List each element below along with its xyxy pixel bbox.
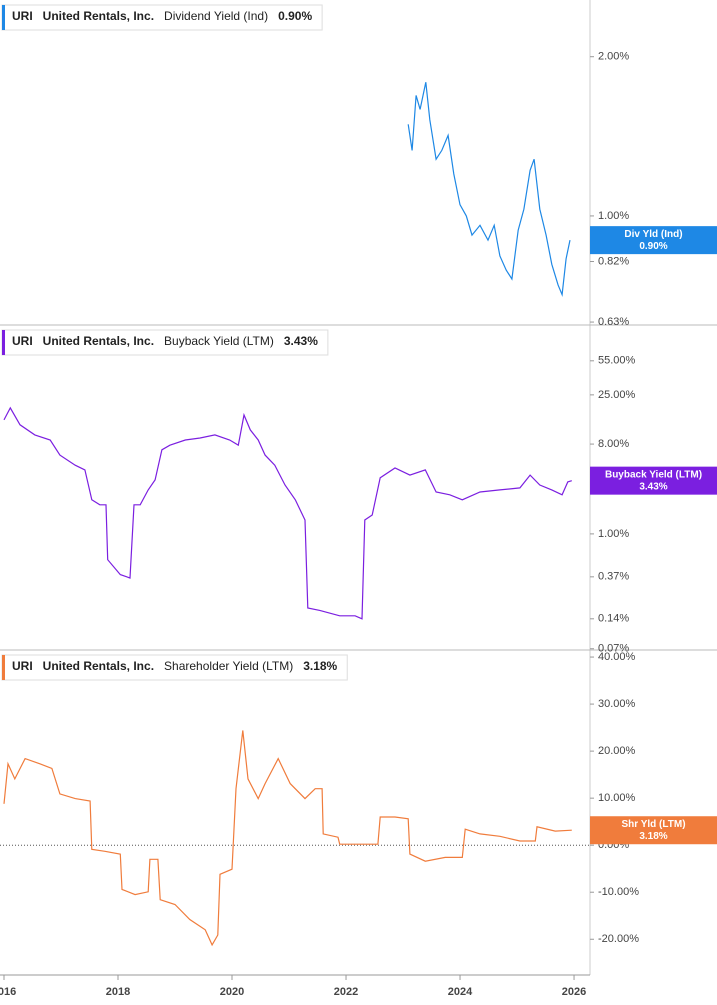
tag-label: Shr Yld (LTM) (621, 819, 685, 830)
legend-series-name: Dividend Yield (Ind) (164, 9, 268, 23)
y-tick-label: 0.07% (598, 643, 629, 655)
x-tick-label: 2026 (562, 986, 586, 998)
last-value-tag (590, 226, 717, 255)
tag-value: 3.43% (639, 481, 667, 492)
company: United Rentals, Inc. (43, 334, 154, 348)
tag-value: 0.90% (639, 241, 667, 252)
tag-label: Div Yld (Ind) (624, 229, 682, 240)
legend-box (1, 329, 329, 356)
y-tick-label: 8.00% (598, 438, 629, 450)
y-tick-label: 0.14% (598, 613, 629, 625)
legend-value: 0.90% (278, 9, 312, 23)
ticker: URI (12, 334, 33, 348)
legend-value: 3.43% (284, 334, 318, 348)
y-tick-label: 20.00% (598, 745, 636, 757)
last-value-tag (590, 466, 717, 495)
legend-series-name: Buyback Yield (LTM) (164, 334, 274, 348)
y-tick-label: 30.00% (598, 698, 636, 710)
legend-value: 3.18% (303, 659, 337, 673)
y-tick-label: 1.00% (598, 210, 629, 222)
series-line (407, 82, 571, 297)
y-tick-label: -20.00% (598, 933, 639, 945)
legend-color (2, 5, 5, 30)
company: United Rentals, Inc. (43, 659, 154, 673)
y-tick-label: 55.00% (598, 355, 636, 367)
tag-value: 3.18% (639, 831, 667, 842)
ticker: URI (12, 9, 33, 23)
y-tick-label: 1.00% (598, 528, 629, 540)
y-tick-label: 2.00% (598, 51, 629, 63)
y-tick-label: 0.37% (598, 571, 629, 583)
y-tick-label: 0.63% (598, 316, 629, 328)
x-tick-label: 2024 (448, 986, 473, 998)
last-value-tag (590, 816, 717, 845)
legend-color (2, 655, 5, 680)
y-tick-label: 10.00% (598, 792, 636, 804)
legend-series-name: Shareholder Yield (LTM) (164, 659, 293, 673)
x-tick-label: 2018 (106, 986, 130, 998)
x-tick-label: 2022 (334, 986, 358, 998)
y-tick-label: 0.82% (598, 255, 629, 267)
legend-color (2, 330, 5, 355)
y-tick-label: 25.00% (598, 389, 636, 401)
company: United Rentals, Inc. (43, 9, 154, 23)
ticker: URI (12, 659, 33, 673)
x-tick-label: 2020 (220, 986, 244, 998)
y-tick-label: 40.00% (598, 651, 636, 663)
tag-label: Buyback Yield (LTM) (605, 469, 702, 480)
series-line (3, 730, 572, 947)
x-tick-label: 2016 (0, 986, 16, 998)
series-line (3, 406, 572, 620)
y-tick-label: -10.00% (598, 886, 639, 898)
